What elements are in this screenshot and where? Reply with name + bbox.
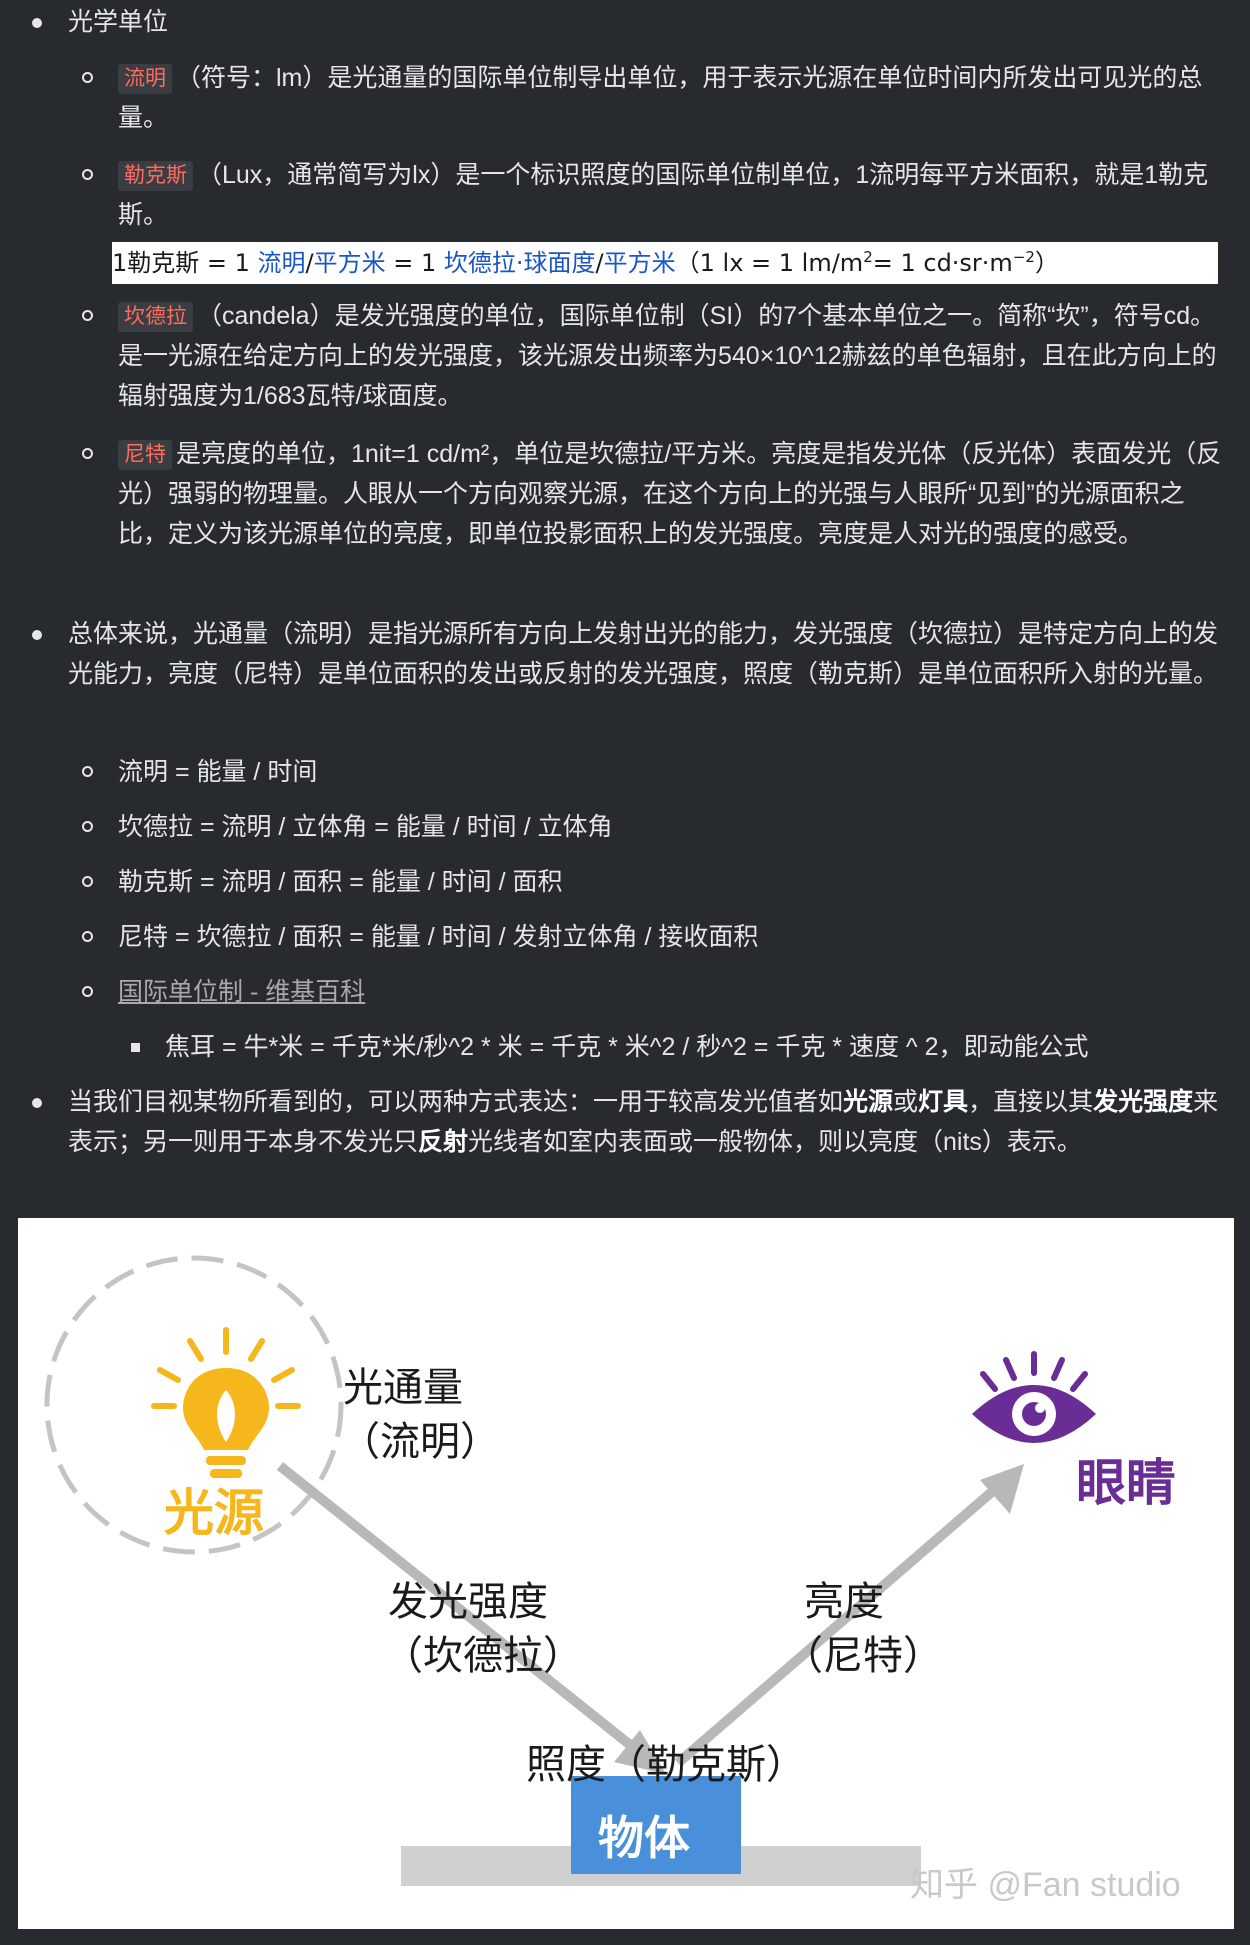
formula-text: /	[595, 249, 604, 277]
light-bulb-icon	[151, 1327, 301, 1478]
bullet-ring	[82, 448, 93, 459]
formula-lux: 勒克斯 = 流明 / 面积 = 能量 / 时间 / 面积	[118, 868, 563, 896]
bold-reflect: 反射	[418, 1128, 469, 1156]
formula-item-lumen: 流明 = 能量 / 时间	[0, 752, 1250, 792]
luminance-label: 亮度	[804, 1580, 884, 1624]
formula-nit: 尼特 = 坎德拉 / 面积 = 能量 / 时间 / 发射立体角 / 接收面积	[118, 923, 759, 951]
list-item-lux: 勒克斯 （Lux，通常简写为lx）是一个标识照度的国际单位制单位，1流明每平方米面…	[0, 155, 1250, 235]
perception-text: 当我们目视某物所看到的，可以两种方式表达：一用于较高发光值者如	[68, 1088, 844, 1116]
lux-formula: 1勒克斯 = 1 流明/平方米 = 1 坎德拉·球面度/平方米（1 lx = 1…	[112, 242, 1218, 284]
bullet-ring	[82, 986, 93, 997]
definition-nit: 是亮度的单位，1nit=1 cd/m²，单位是坎德拉/平方米。亮度是指发光体（反…	[118, 440, 1222, 548]
bullet-ring	[82, 821, 93, 832]
perception-text: ，直接以其	[968, 1088, 1094, 1116]
bullet-ring	[82, 876, 93, 887]
definition-lumen: （符号：lm）是光通量的国际单位制导出单位，用于表示光源在单位时间内所发出可见光…	[118, 64, 1203, 132]
flux-label: 光通量	[343, 1366, 463, 1410]
formula-text: /	[305, 249, 314, 277]
formula-text: 1勒克斯 = 1	[112, 249, 258, 277]
definition-candela: （candela）是发光强度的单位，国际单位制（SI）的7个基本单位之一。简称“…	[118, 302, 1217, 410]
bold-fixture: 灯具	[918, 1088, 969, 1116]
formula-text: = 1	[385, 249, 444, 277]
arrow-source-to-object	[276, 1462, 666, 1774]
formula-item-candela: 坎德拉 = 流明 / 立体角 = 能量 / 时间 / 立体角	[0, 807, 1250, 847]
perception-text: 光线者如室内表面或一般物体，则以亮度（nits）表示。	[468, 1128, 1082, 1156]
object-block	[571, 1776, 741, 1874]
definition-lux: （Lux，通常简写为lx）是一个标识照度的国际单位制单位，1流明每平方米面积，就…	[118, 161, 1209, 229]
object-label: 物体	[598, 1812, 690, 1864]
section-title: 光学单位	[68, 8, 169, 36]
bullet-ring	[82, 72, 93, 83]
diagram-svg: 光通量 （流明） 光源 眼睛 发光强度 （坎德拉） 亮度 （尼特） 照度（勒克斯…	[44, 1255, 1181, 1904]
formula-superscript: 2	[863, 248, 873, 266]
sub-item-joule: 焦耳 = 牛*米 = 千克*米/秒^2 * 米 = 千克 * 米^2 / 秒^2…	[0, 1027, 1250, 1067]
term-tag-lux: 勒克斯	[118, 161, 193, 191]
eye-icon	[972, 1351, 1096, 1443]
formula-text: ）	[1034, 249, 1059, 277]
perception-text: 来表示；另一则用于本身不发光只	[68, 1088, 1219, 1156]
bullet-square	[131, 1043, 140, 1052]
formula-superscript: −2	[1012, 248, 1035, 266]
bullet-summary: 总体来说，光通量（流明）是指光源所有方向上发射出光的能力，发光强度（坎德拉）是特…	[0, 614, 1250, 694]
link-item-si: 国际单位制 - 维基百科	[0, 972, 1250, 1012]
list-item-nit: 尼特 是亮度的单位，1nit=1 cd/m²，单位是坎德拉/平方米。亮度是指发光体…	[0, 434, 1250, 554]
list-item-candela: 坎德拉 （candela）是发光强度的单位，国际单位制（SI）的7个基本单位之一。…	[0, 296, 1250, 416]
formula-text: （1 lx = 1 lm/m	[675, 249, 864, 277]
formula-item-lux: 勒克斯 = 流明 / 面积 = 能量 / 时间 / 面积	[0, 862, 1250, 902]
perception-text: 或	[893, 1088, 919, 1116]
bullet-ring	[82, 169, 93, 180]
formula-candela: 坎德拉 = 流明 / 立体角 = 能量 / 时间 / 立体角	[118, 813, 613, 841]
bullet-dot	[32, 18, 42, 28]
illuminance-label: 照度（勒克斯）	[526, 1743, 806, 1787]
term-tag-nit: 尼特	[118, 440, 172, 470]
bullet-ring	[82, 310, 93, 321]
summary-text: 总体来说，光通量（流明）是指光源所有方向上发射出光的能力，发光强度（坎德拉）是特…	[68, 620, 1219, 688]
bullet-dot	[32, 630, 42, 640]
formula-lumen: 流明 = 能量 / 时间	[118, 758, 318, 786]
bullet-perception: 当我们目视某物所看到的，可以两种方式表达：一用于较高发光值者如光源或灯具，直接以…	[0, 1082, 1250, 1162]
bullet-ring	[82, 931, 93, 942]
flux-unit-label: （流明）	[340, 1420, 500, 1464]
source-label: 光源	[164, 1485, 264, 1541]
arrow-object-to-eye	[674, 1464, 1024, 1767]
bullet-optical-units: 光学单位	[0, 2, 1250, 42]
bullet-ring	[82, 766, 93, 777]
photometry-diagram: 光通量 （流明） 光源 眼睛 发光强度 （坎德拉） 亮度 （尼特） 照度（勒克斯…	[18, 1218, 1234, 1929]
bullet-dot	[32, 1098, 42, 1108]
flux-dashed-circle	[44, 1255, 344, 1555]
term-tag-candela: 坎德拉	[118, 302, 193, 332]
luminance-unit-label: （尼特）	[783, 1634, 943, 1678]
formula-link-square-meter[interactable]: 平方米	[313, 249, 386, 277]
intensity-label: 发光强度	[388, 1580, 548, 1624]
bold-light-source: 光源	[843, 1088, 894, 1116]
si-wikipedia-link[interactable]: 国际单位制 - 维基百科	[118, 978, 366, 1006]
formula-link-square-meter[interactable]: 平方米	[603, 249, 676, 277]
intensity-unit-label: （坎德拉）	[383, 1634, 583, 1678]
formula-link-candela-steradian[interactable]: 坎德拉·球面度	[443, 249, 596, 277]
eye-label: 眼睛	[1076, 1455, 1176, 1511]
formula-link-lumen[interactable]: 流明	[257, 249, 306, 277]
watermark: 知乎 @Fan studio	[910, 1866, 1181, 1904]
list-item-lumen: 流明 （符号：lm）是光通量的国际单位制导出单位，用于表示光源在单位时间内所发出可…	[0, 58, 1250, 138]
joule-formula: 焦耳 = 牛*米 = 千克*米/秒^2 * 米 = 千克 * 米^2 / 秒^2…	[165, 1033, 1089, 1061]
formula-text: = 1 cd·sr·m	[872, 249, 1013, 277]
formula-item-nit: 尼特 = 坎德拉 / 面积 = 能量 / 时间 / 发射立体角 / 接收面积	[0, 917, 1250, 957]
bold-luminous-intensity: 发光强度	[1093, 1088, 1194, 1116]
term-tag-lumen: 流明	[118, 64, 172, 94]
